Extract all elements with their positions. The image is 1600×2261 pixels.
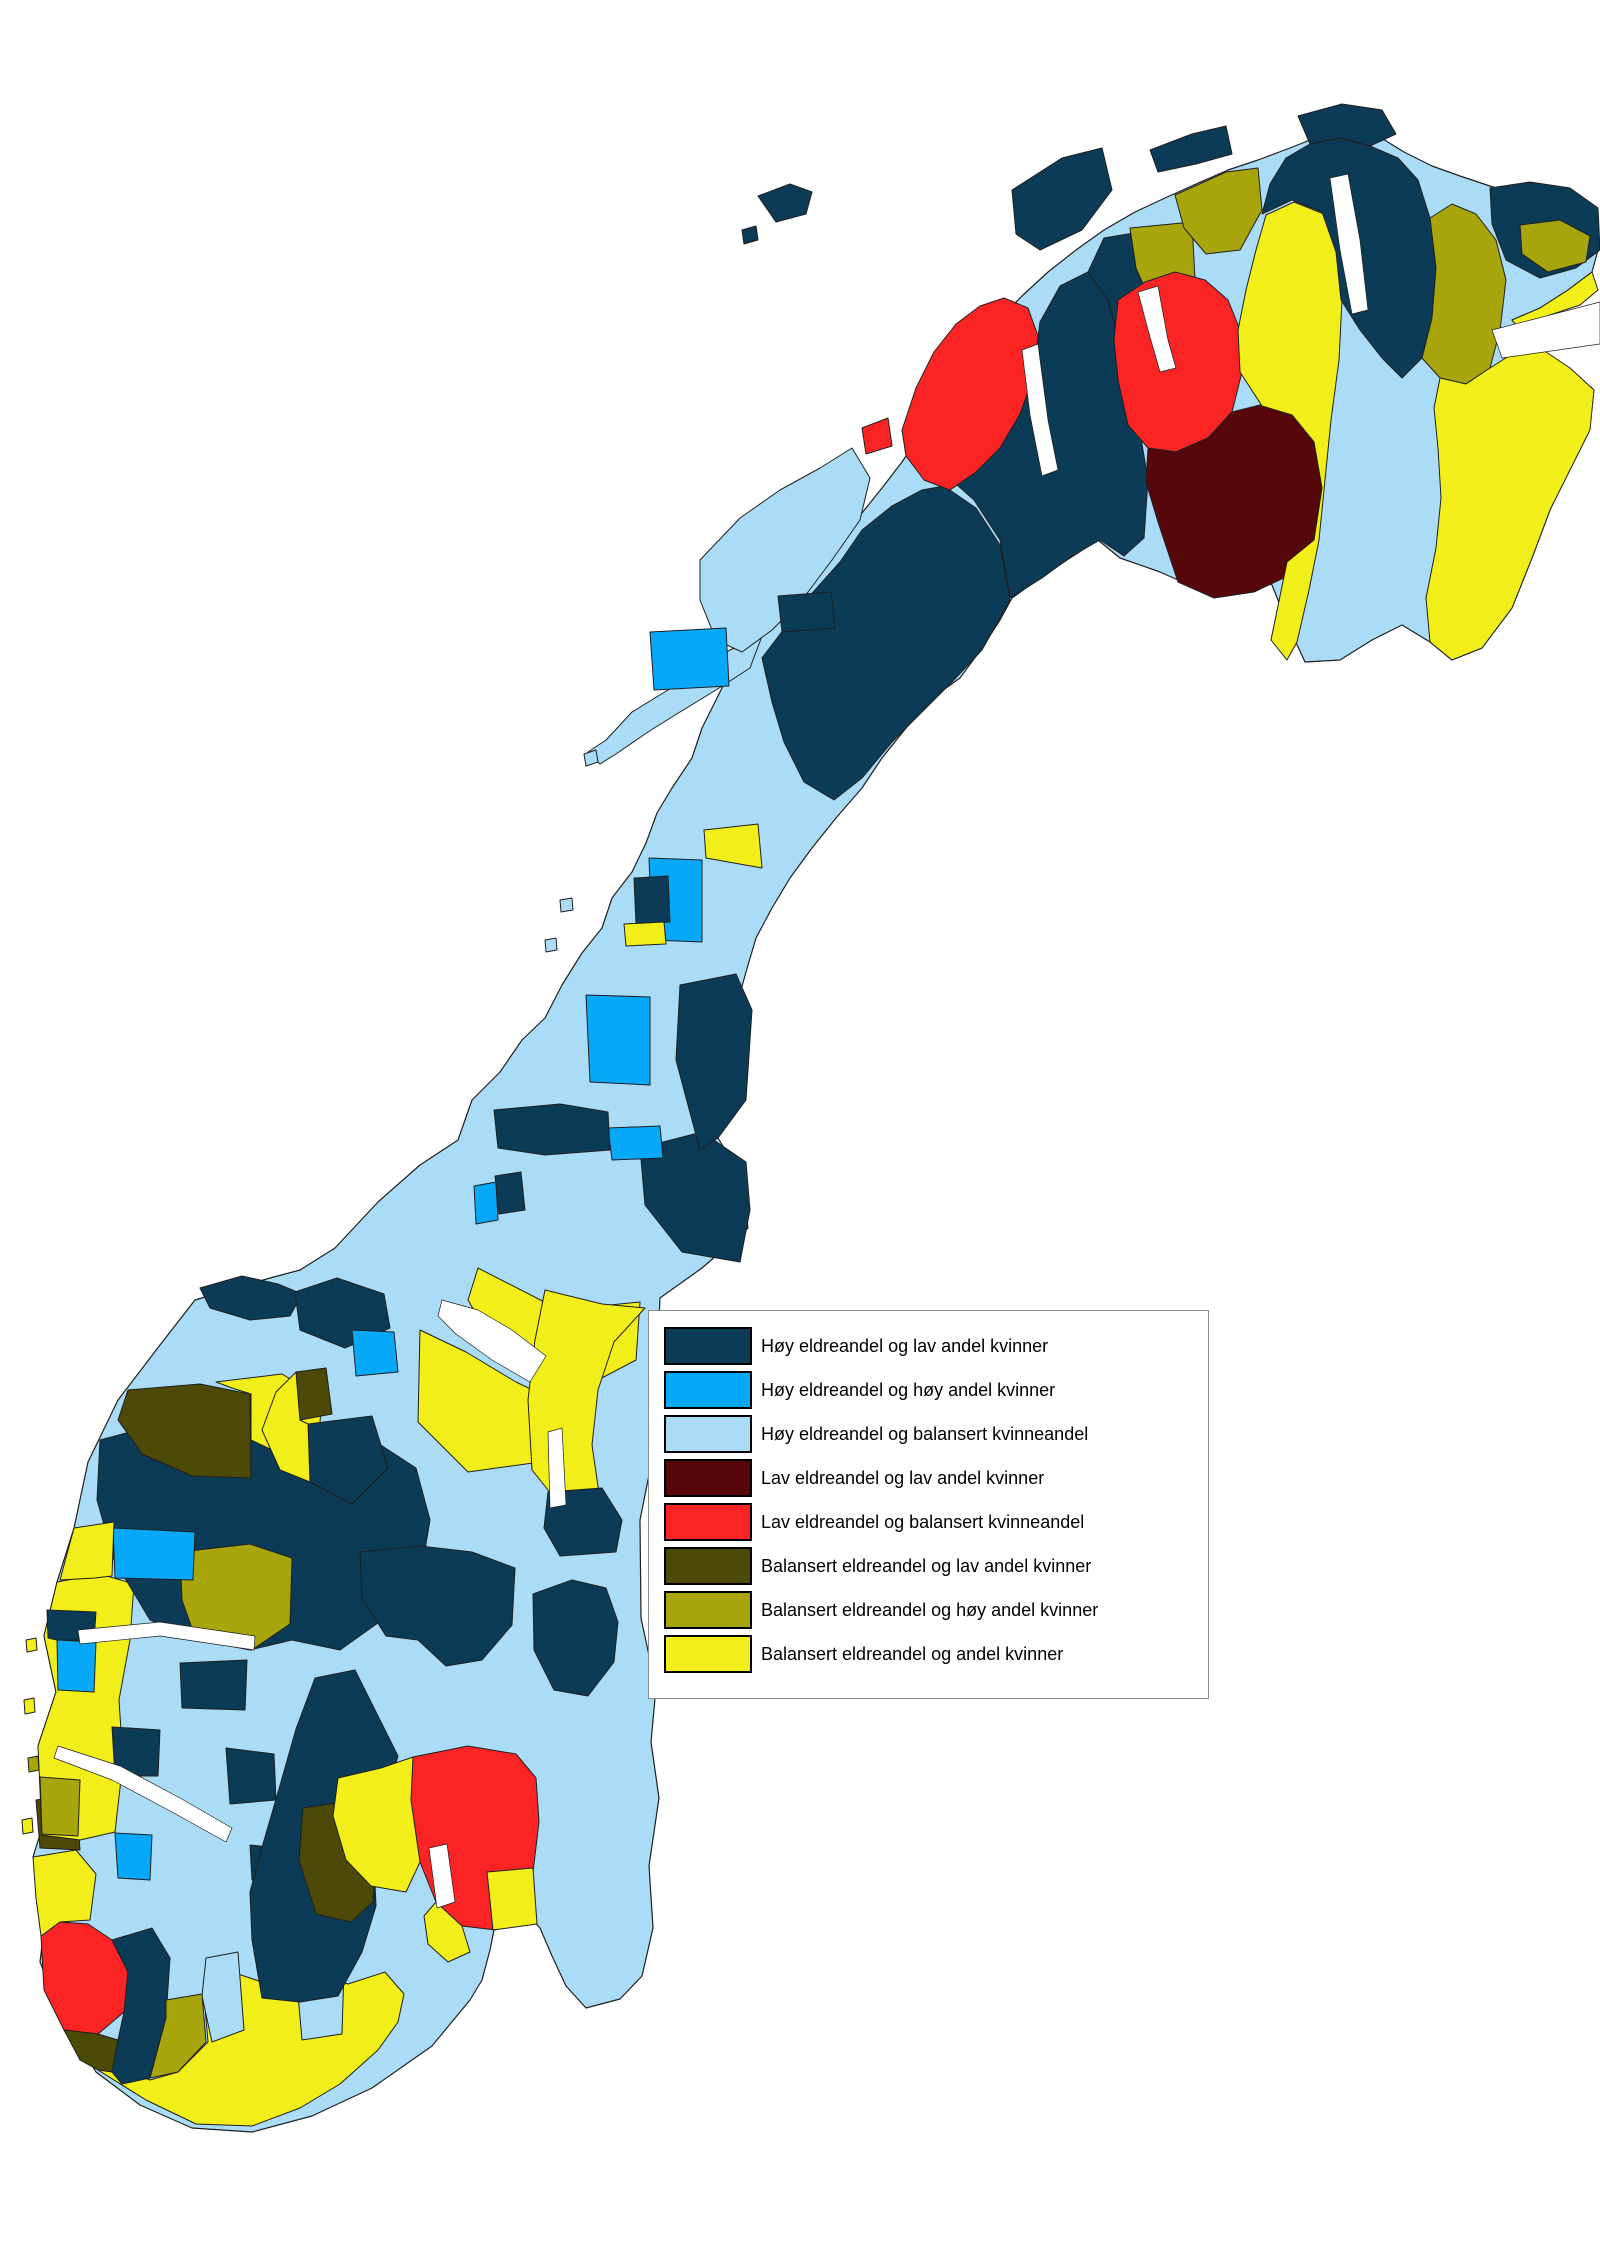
map-legend: Høy eldreandel og lav andel kvinner Høy e… xyxy=(648,1310,1209,1699)
region-alstahaug xyxy=(585,994,651,1086)
map-regions-layer xyxy=(21,103,1600,2127)
legend-swatch-red xyxy=(664,1503,752,1541)
region-hammerfest xyxy=(1174,167,1263,255)
region-namsos-coast xyxy=(473,1181,499,1225)
legend-swatch-lightblue xyxy=(664,1415,752,1453)
legend-swatch-yellow xyxy=(664,1635,752,1673)
region-karasjok xyxy=(1237,201,1343,661)
water-lyngenfjord xyxy=(1021,343,1059,477)
region-fosen-west xyxy=(261,1371,311,1483)
legend-swatch-darkolive xyxy=(664,1547,752,1585)
water-sognefjord xyxy=(77,1621,256,1651)
region-aaseral xyxy=(201,1951,245,2043)
region-sirdal xyxy=(111,1927,171,2085)
legend-swatch-maroon xyxy=(664,1459,752,1497)
region-rissa xyxy=(295,1367,333,1421)
legend-item-red: Lav eldreandel og balansert kvinneandel xyxy=(664,1503,1208,1541)
region-drammen xyxy=(423,1901,471,1963)
region-soroya xyxy=(1149,125,1233,173)
region-helgeland-border xyxy=(675,973,753,1151)
region-osen xyxy=(494,1171,526,1215)
region-troms-islets xyxy=(757,183,813,223)
region-west-skerry-1 xyxy=(25,1637,38,1653)
region-foldereid xyxy=(607,1125,664,1161)
legend-swatch-navy xyxy=(664,1327,752,1365)
legend-item-blue: Høy eldreandel og høy andel kvinner xyxy=(664,1371,1208,1409)
water-varangerfjord xyxy=(1491,301,1600,359)
region-hadsel xyxy=(649,627,730,691)
region-kvam xyxy=(114,1832,153,1881)
region-kvinesdal xyxy=(149,1993,207,2079)
legend-item-lightblue: Høy eldreandel og balansert kvinneandel xyxy=(664,1415,1208,1453)
region-rost xyxy=(583,749,599,767)
region-gudbrandsdal xyxy=(359,1545,516,1667)
legend-swatch-olive xyxy=(664,1591,752,1629)
region-voss xyxy=(225,1747,277,1805)
legend-label: Høy eldreandel og lav andel kvinner xyxy=(761,1335,1049,1356)
region-jotunheimen-west xyxy=(179,1543,293,1651)
region-nordkapp xyxy=(1297,103,1397,147)
region-helgeland-skerry xyxy=(544,937,558,953)
water-trondheimsfjord xyxy=(437,1299,547,1383)
region-troms-islet-2 xyxy=(741,225,759,245)
legend-label: Balansert eldreandel og høy andel kvinne… xyxy=(761,1599,1099,1620)
legend-label: Balansert eldreandel og andel kvinner xyxy=(761,1643,1064,1664)
region-hallingdal xyxy=(332,1756,422,1893)
region-gulen xyxy=(39,1776,81,1837)
legend-item-olive: Balansert eldreandel og høy andel kvinne… xyxy=(664,1591,1208,1629)
region-ofoten xyxy=(761,485,1011,801)
legend-swatch-blue xyxy=(664,1371,752,1409)
water-altafjord xyxy=(1137,285,1177,373)
legend-label: Lav eldreandel og balansert kvinneandel xyxy=(761,1511,1085,1532)
water-porsangerfjord xyxy=(1329,173,1369,315)
legend-label: Lav eldreandel og lav andel kvinner xyxy=(761,1467,1045,1488)
region-donna-heroy xyxy=(623,921,667,947)
legend-label: Balansert eldreandel og lav andel kvinne… xyxy=(761,1555,1092,1576)
region-bergen-area xyxy=(56,1639,97,1693)
region-aure-coast xyxy=(117,1383,252,1479)
water-femunden xyxy=(547,1427,567,1509)
region-molde xyxy=(112,1527,196,1581)
region-kvaloya xyxy=(1011,147,1113,251)
region-luroy xyxy=(633,875,671,925)
region-west-skerry-4 xyxy=(21,1817,34,1835)
region-hinnoya xyxy=(777,591,836,633)
map-waters-layer xyxy=(53,173,1600,1909)
water-hardangerfjord xyxy=(53,1745,233,1843)
region-sor-varanger xyxy=(1425,347,1595,661)
region-beiarn xyxy=(703,823,763,869)
region-sunnfjord xyxy=(179,1659,248,1711)
legend-item-darkolive: Balansert eldreandel og lav andel kvinne… xyxy=(664,1547,1208,1585)
region-varanger-inner xyxy=(1519,219,1591,273)
region-stad xyxy=(59,1521,115,1581)
legend-label: Høy eldreandel og balansert kvinneandel xyxy=(761,1423,1089,1444)
legend-item-yellow: Balansert eldreandel og andel kvinner xyxy=(664,1635,1208,1673)
legend-item-navy: Høy eldreandel og lav andel kvinner xyxy=(664,1327,1208,1365)
region-senja-islet xyxy=(861,417,893,455)
region-west-skerry-3 xyxy=(27,1755,40,1773)
region-smola xyxy=(199,1275,303,1321)
region-orland xyxy=(351,1329,399,1377)
region-west-skerry-2 xyxy=(23,1697,36,1715)
region-vega xyxy=(493,1103,611,1156)
region-romerike xyxy=(486,1867,538,1931)
legend-item-maroon: Lav eldreandel og lav andel kvinner xyxy=(664,1459,1208,1497)
legend-label: Høy eldreandel og høy andel kvinner xyxy=(761,1379,1056,1400)
water-tyrifjorden xyxy=(428,1843,456,1909)
region-traena xyxy=(559,897,574,913)
region-osterdalen xyxy=(532,1579,619,1697)
region-hoyanger xyxy=(111,1726,161,1777)
region-ryfylke xyxy=(32,1849,97,1937)
